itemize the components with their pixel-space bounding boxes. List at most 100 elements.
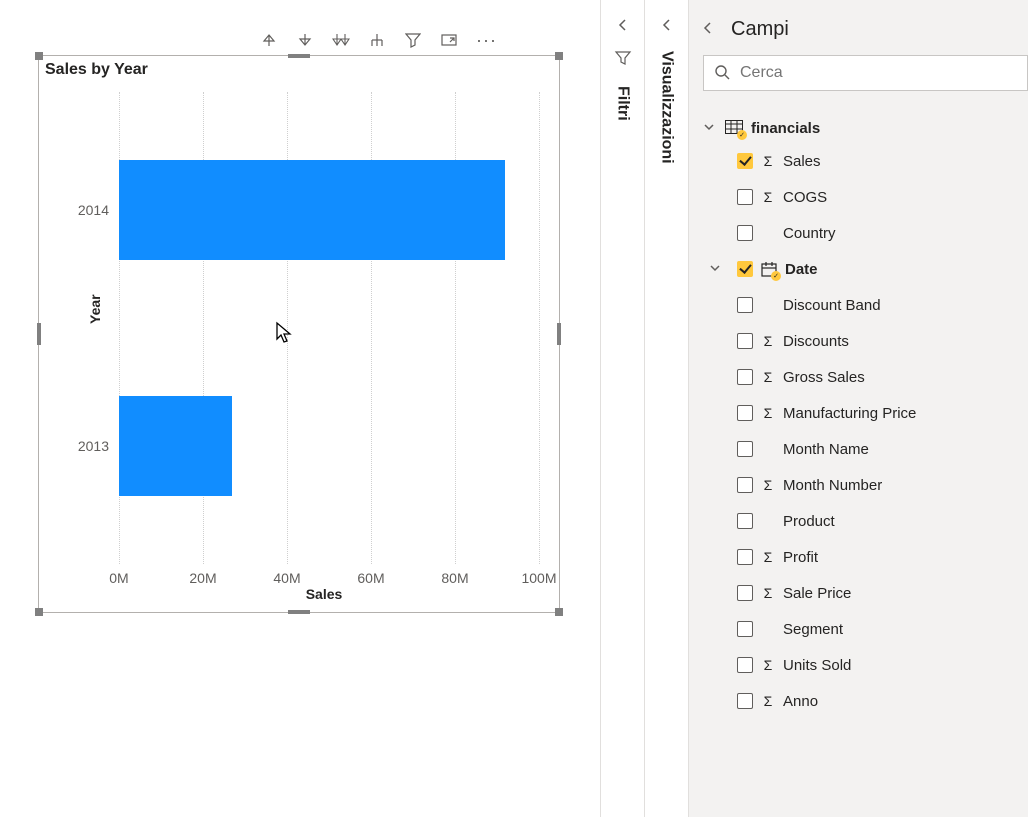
chart-title: Sales by Year bbox=[39, 56, 559, 79]
resize-handle-ml[interactable] bbox=[37, 323, 41, 345]
field-name: Country bbox=[783, 225, 836, 242]
x-tick-label: 80M bbox=[441, 570, 468, 586]
field-name: Segment bbox=[783, 621, 843, 638]
field-name: Discounts bbox=[783, 333, 849, 350]
sigma-icon: Σ bbox=[761, 549, 775, 565]
sigma-icon: Σ bbox=[761, 369, 775, 385]
field-row[interactable]: ΣUnits Sold bbox=[689, 647, 1028, 683]
field-checkbox[interactable] bbox=[737, 441, 753, 457]
field-checkbox[interactable] bbox=[737, 585, 753, 601]
x-tick-label: 20M bbox=[189, 570, 216, 586]
field-row[interactable]: Σ Gross Sales bbox=[689, 359, 1028, 395]
bar-chart-visual[interactable]: Sales by Year Year 0M20M40M60M80M100M201… bbox=[38, 55, 560, 613]
sigma-icon: Σ bbox=[761, 189, 775, 205]
more-options-icon[interactable]: ··· bbox=[476, 36, 497, 45]
fields-title: Campi bbox=[731, 18, 789, 41]
gridline bbox=[539, 92, 540, 564]
collapse-table-icon[interactable] bbox=[703, 120, 717, 136]
expand-field-icon[interactable] bbox=[709, 261, 723, 277]
resize-handle-bl[interactable] bbox=[35, 608, 43, 616]
filter-icon[interactable] bbox=[404, 31, 422, 49]
y-category-label: 2014 bbox=[78, 202, 109, 218]
field-row[interactable]: Σ Anno bbox=[689, 683, 1028, 719]
sigma-icon: Σ bbox=[761, 693, 775, 709]
field-checkbox[interactable] bbox=[737, 369, 753, 385]
field-row[interactable]: ✓ Date bbox=[689, 251, 1028, 287]
resize-handle-mr[interactable] bbox=[557, 323, 561, 345]
chart-plot-area: 0M20M40M60M80M100M20142013 bbox=[119, 92, 539, 564]
field-row[interactable]: ΣManufacturing Price bbox=[689, 395, 1028, 431]
visual-toolbar: ··· bbox=[260, 28, 497, 52]
field-checkbox[interactable] bbox=[737, 405, 753, 421]
field-checkbox[interactable] bbox=[737, 621, 753, 637]
field-checkbox[interactable] bbox=[737, 513, 753, 529]
field-row[interactable]: ΣDiscount Band bbox=[689, 287, 1028, 323]
x-tick-label: 60M bbox=[357, 570, 384, 586]
field-checkbox[interactable] bbox=[737, 297, 753, 313]
field-checkbox[interactable] bbox=[737, 477, 753, 493]
field-row[interactable]: ΣSegment bbox=[689, 611, 1028, 647]
field-row[interactable]: ΣCountry bbox=[689, 215, 1028, 251]
resize-handle-tr[interactable] bbox=[555, 52, 563, 60]
date-hierarchy-icon: ✓ bbox=[761, 261, 777, 277]
focus-mode-icon[interactable] bbox=[440, 31, 458, 49]
expand-filters-icon[interactable] bbox=[616, 18, 630, 35]
field-row[interactable]: ΣMonth Number bbox=[689, 467, 1028, 503]
sigma-icon: Σ bbox=[761, 153, 775, 169]
field-checkbox[interactable] bbox=[737, 657, 753, 673]
resize-handle-tl[interactable] bbox=[35, 52, 43, 60]
resize-handle-tm[interactable] bbox=[288, 54, 310, 58]
field-name: Units Sold bbox=[783, 657, 851, 674]
field-name: Month Name bbox=[783, 441, 869, 458]
field-checkbox[interactable] bbox=[737, 225, 753, 241]
x-axis-title: Sales bbox=[39, 586, 559, 602]
field-checkbox[interactable] bbox=[737, 549, 753, 565]
bar[interactable] bbox=[119, 396, 232, 495]
expand-hierarchy-icon[interactable] bbox=[368, 31, 386, 49]
filters-pane-collapsed[interactable]: Filtri bbox=[601, 0, 645, 817]
field-row[interactable]: ΣCOGS bbox=[689, 179, 1028, 215]
expand-viz-icon[interactable] bbox=[660, 18, 674, 35]
visualizations-pane-collapsed[interactable]: Visualizzazioni bbox=[645, 0, 689, 817]
field-list: ✓financialsΣSalesΣCOGSΣCountry✓DateΣDisc… bbox=[689, 101, 1028, 719]
filters-icon bbox=[614, 49, 632, 70]
field-name: Gross Sales bbox=[783, 369, 865, 386]
field-checkbox[interactable] bbox=[737, 333, 753, 349]
field-row[interactable]: Σ Sale Price bbox=[689, 575, 1028, 611]
field-row[interactable]: ΣProduct bbox=[689, 503, 1028, 539]
drill-down-all-icon[interactable] bbox=[332, 31, 350, 49]
field-name: Sales bbox=[783, 153, 821, 170]
drill-up-icon[interactable] bbox=[260, 31, 278, 49]
drill-down-icon[interactable] bbox=[296, 31, 314, 49]
field-checkbox[interactable] bbox=[737, 693, 753, 709]
fields-search-input[interactable] bbox=[740, 64, 1017, 82]
resize-handle-br[interactable] bbox=[555, 608, 563, 616]
fields-search-box[interactable] bbox=[703, 55, 1028, 91]
resize-handle-bm[interactable] bbox=[288, 610, 310, 614]
bar[interactable] bbox=[119, 160, 505, 259]
x-tick-label: 40M bbox=[273, 570, 300, 586]
field-name: Anno bbox=[783, 693, 818, 710]
field-row[interactable]: ΣMonth Name bbox=[689, 431, 1028, 467]
collapse-fields-icon[interactable] bbox=[701, 21, 715, 38]
field-name: Discount Band bbox=[783, 297, 881, 314]
visualizations-label: Visualizzazioni bbox=[658, 51, 676, 164]
x-tick-label: 100M bbox=[521, 570, 556, 586]
sigma-icon: Σ bbox=[761, 585, 775, 601]
field-checkbox[interactable] bbox=[737, 189, 753, 205]
table-icon: ✓ bbox=[725, 120, 743, 136]
table-header-row[interactable]: ✓financials bbox=[689, 113, 1028, 143]
field-name: Product bbox=[783, 513, 835, 530]
field-name: Date bbox=[785, 261, 818, 278]
report-canvas[interactable]: ··· Sales by Year Year 0M20M40M60M80M100… bbox=[0, 0, 600, 817]
y-category-label: 2013 bbox=[78, 438, 109, 454]
field-row[interactable]: Σ Profit bbox=[689, 539, 1028, 575]
field-checkbox[interactable] bbox=[737, 261, 753, 277]
sigma-icon: Σ bbox=[761, 333, 775, 349]
sigma-icon: Σ bbox=[761, 477, 775, 493]
field-row[interactable]: Σ Discounts bbox=[689, 323, 1028, 359]
field-row[interactable]: Σ Sales bbox=[689, 143, 1028, 179]
field-name: Sale Price bbox=[783, 585, 851, 602]
field-checkbox[interactable] bbox=[737, 153, 753, 169]
field-name: Profit bbox=[783, 549, 818, 566]
